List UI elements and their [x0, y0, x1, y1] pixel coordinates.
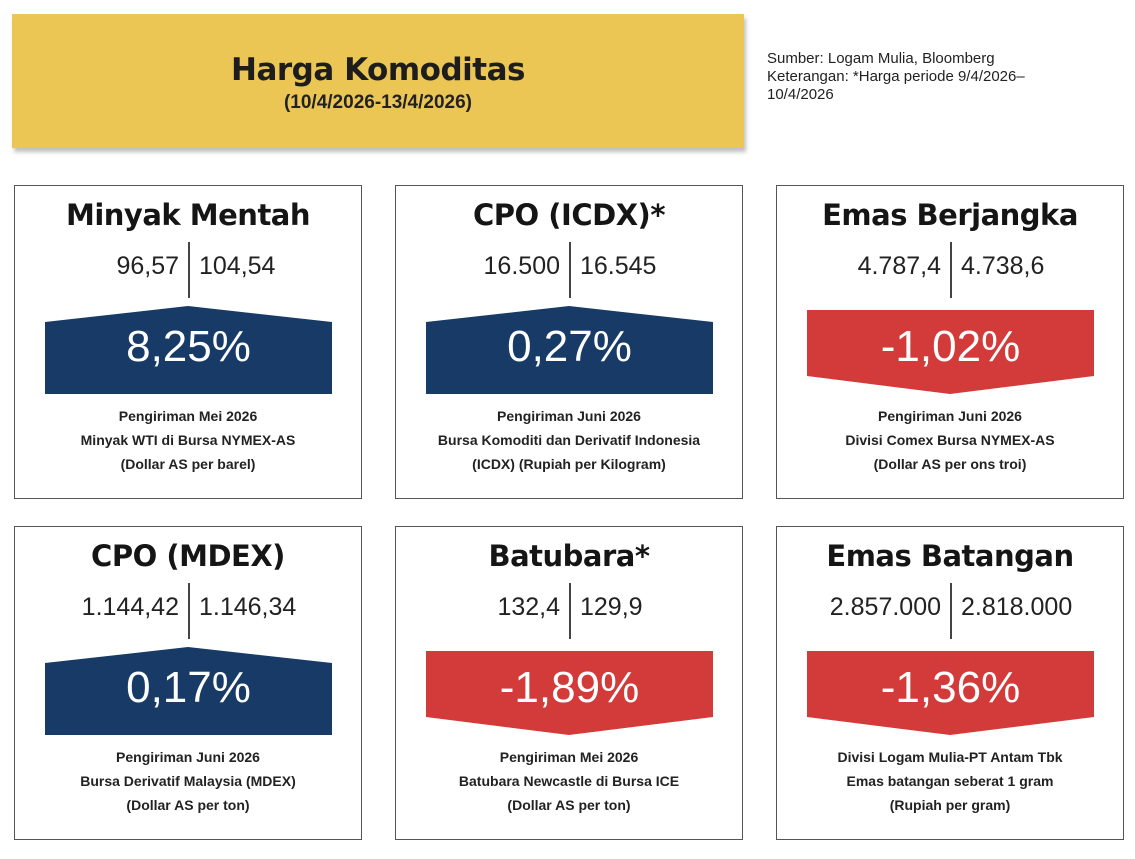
commodity-title: Emas Batangan [826, 539, 1074, 573]
description-line: Pengiriman Mei 2026 [118, 408, 258, 424]
commodity-card: CPO (MDEX) 1.144,42 1.146,34 0,17% Pengi… [14, 526, 362, 840]
commodity-card: Emas Berjangka 4.787,4 4.738,6 -1,02% Pe… [776, 185, 1124, 499]
description-line: Pengiriman Juni 2026 [878, 408, 1022, 424]
commodity-card: Batubara* 132,4 129,9 -1,89% Pengiriman … [395, 526, 743, 840]
description: Pengiriman Juni 2026 Divisi Comex Bursa N… [777, 404, 1123, 476]
up-arrow-icon [45, 647, 332, 735]
description-line: Pengiriman Juni 2026 [116, 749, 260, 765]
down-arrow-icon [807, 310, 1094, 394]
divider [569, 583, 571, 639]
commodity-title: Batubara* [488, 539, 650, 573]
current-price: 129,9 [580, 593, 643, 621]
period: (10/4/2026-13/4/2026) [283, 92, 473, 113]
description-line: Divisi Comex Bursa NYMEX-AS [845, 432, 1055, 448]
page-title: Harga Komoditas [231, 52, 525, 88]
description-line: (Dollar AS per ton) [126, 797, 250, 813]
up-arrow-icon [45, 306, 332, 394]
previous-price: 16.500 [483, 252, 560, 280]
down-arrow-icon [426, 651, 713, 735]
change-percent: -1,02% [880, 322, 1021, 371]
title-banner: Harga Komoditas (10/4/2026-13/4/2026) [12, 14, 744, 148]
description-line: Emas batangan seberat 1 gram [846, 773, 1054, 789]
divider [950, 242, 952, 298]
divider [950, 583, 952, 639]
description: Pengiriman Mei 2026 Batubara Newcastle di… [396, 745, 742, 817]
down-arrow-icon [807, 651, 1094, 735]
description-line: Batubara Newcastle di Bursa ICE [458, 773, 680, 789]
previous-price: 132,4 [497, 593, 560, 621]
divider [188, 242, 190, 298]
commodity-card: Emas Batangan 2.857.000 2.818.000 -1,36%… [776, 526, 1124, 840]
previous-price: 2.857.000 [829, 593, 941, 621]
description: Pengiriman Mei 2026 Minyak WTI di Bursa N… [15, 404, 361, 476]
current-price: 2.818.000 [961, 593, 1073, 621]
commodity-title: CPO (ICDX)* [473, 198, 665, 232]
description: Divisi Logam Mulia-PT Antam Tbk Emas bata… [777, 745, 1123, 817]
current-price: 1.146,34 [199, 593, 297, 621]
remark-text: Keterangan: *Harga periode 9/4/2026–10/4… [767, 68, 1025, 103]
description-line: Bursa Derivatif Malaysia (MDEX) [80, 773, 296, 789]
previous-price: 96,57 [116, 252, 179, 280]
change-percent: -1,89% [499, 663, 640, 712]
change-percent: -1,36% [880, 663, 1021, 712]
source-text: Sumber: Logam Mulia, Bloomberg [767, 50, 995, 67]
description-line: Pengiriman Juni 2026 [497, 408, 641, 424]
source-note: Sumber: Logam Mulia, Bloomberg Keteranga… [767, 50, 1087, 104]
description: Pengiriman Juni 2026 Bursa Derivatif Mala… [15, 745, 361, 817]
commodity-card: CPO (ICDX)* 16.500 16.545 0,27% Pengirim… [395, 185, 743, 499]
current-price: 104,54 [199, 252, 276, 280]
previous-price: 4.787,4 [857, 252, 941, 280]
description-line: Minyak WTI di Bursa NYMEX-AS [80, 432, 296, 448]
divider [188, 583, 190, 639]
commodity-card: Minyak Mentah 96,57 104,54 8,25% Pengiri… [14, 185, 362, 499]
description-line: Divisi Logam Mulia-PT Antam Tbk [837, 749, 1063, 765]
description: Pengiriman Juni 2026 Bursa Komoditi dan D… [396, 404, 742, 476]
description-line: Pengiriman Mei 2026 [499, 749, 639, 765]
description-line: (Dollar AS per ton) [507, 797, 631, 813]
description-line: (Rupiah per gram) [889, 797, 1011, 813]
divider [569, 242, 571, 298]
description-line: (Dollar AS per barel) [120, 456, 256, 472]
previous-price: 1.144,42 [81, 593, 179, 621]
commodity-title: Minyak Mentah [65, 198, 311, 232]
change-percent: 8,25% [126, 322, 251, 371]
change-percent: 0,27% [507, 322, 632, 371]
current-price: 4.738,6 [961, 252, 1045, 280]
description-line: (Dollar AS per ons troi) [873, 456, 1027, 472]
commodity-title: Emas Berjangka [822, 198, 1078, 232]
description-line: (ICDX) (Rupiah per Kilogram) [472, 456, 666, 472]
up-arrow-icon [426, 306, 713, 394]
description-line: Bursa Komoditi dan Derivatif Indonesia [437, 432, 701, 448]
current-price: 16.545 [580, 252, 657, 280]
change-percent: 0,17% [126, 663, 251, 712]
commodity-title: CPO (MDEX) [91, 539, 285, 573]
